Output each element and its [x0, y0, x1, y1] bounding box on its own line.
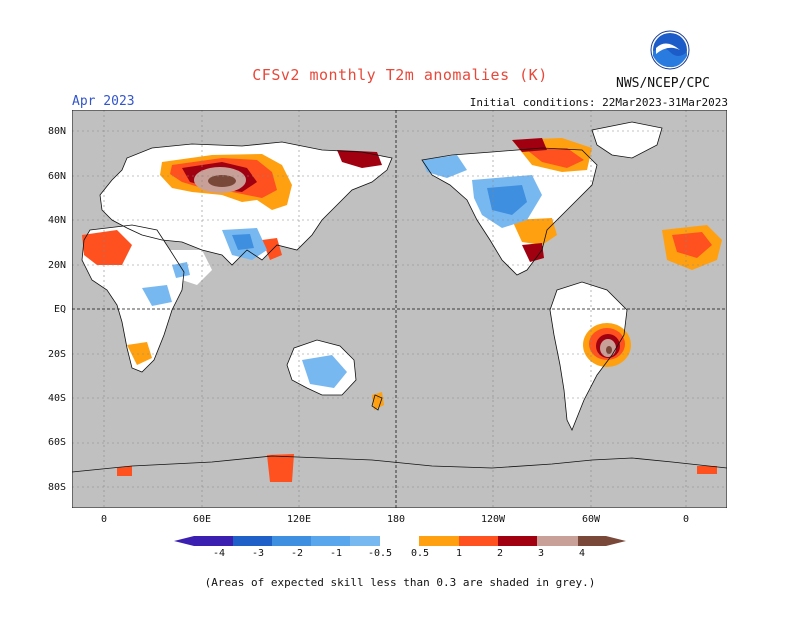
colorbar-label: 0.5: [410, 548, 430, 559]
lat-label: 40S: [47, 393, 66, 404]
coastlines: [72, 121, 727, 473]
lon-label: 180: [386, 514, 406, 525]
colorbar-arrow-left: [174, 536, 194, 546]
colorbar-label: 1: [455, 548, 463, 559]
lat-label: 20S: [47, 349, 66, 360]
lat-label: 60S: [47, 437, 66, 448]
map-title: CFSv2 monthly T2m anomalies (K): [252, 66, 548, 84]
lat-label: 40N: [47, 215, 66, 226]
colorbar-swatch: [272, 536, 311, 546]
colorbar-swatch: [233, 536, 272, 546]
colorbar-swatch: [498, 536, 537, 546]
colorbar-swatch: [459, 536, 498, 546]
anomaly-map: [72, 110, 727, 508]
cold-anomalies: [142, 155, 542, 388]
lon-label: 120E: [286, 514, 312, 525]
colorbar-label: -3: [251, 548, 265, 559]
colorbar-label: -1: [329, 548, 343, 559]
colorbar-label: -0.5: [367, 548, 393, 559]
equator-dateline: [72, 110, 727, 508]
lon-label: 120W: [480, 514, 506, 525]
lat-label: 80N: [47, 126, 66, 137]
colorbar-swatch: [419, 536, 459, 546]
colorbar-swatch: [350, 536, 380, 546]
colorbar-swatch: [537, 536, 578, 546]
greenland-land: [592, 122, 662, 158]
south-america-hotspot: [583, 323, 631, 367]
colorbar: [174, 536, 626, 546]
noaa-logo: [650, 30, 690, 70]
colorbar-arrow-right: [606, 536, 626, 546]
colorbar-label: -4: [212, 548, 226, 559]
initial-conditions: Initial conditions: 22Mar2023-31Mar2023: [469, 96, 728, 109]
lon-label: 60W: [581, 514, 601, 525]
agency-label: NWS/NCEP/CPC: [616, 76, 710, 91]
lon-label: 0: [682, 514, 690, 525]
colorbar-label: 3: [537, 548, 545, 559]
warm-anomalies: [82, 138, 722, 482]
colorbar-label: 2: [496, 548, 504, 559]
lat-label: EQ: [53, 304, 66, 315]
forecast-month: Apr 2023: [72, 94, 135, 109]
graticule: [72, 110, 727, 508]
skill-footnote: (Areas of expected skill less than 0.3 a…: [204, 576, 596, 589]
colorbar-swatch: [311, 536, 350, 546]
lat-label: 20N: [47, 260, 66, 271]
colorbar-label: 4: [578, 548, 586, 559]
lat-label: 60N: [47, 171, 66, 182]
colorbar-label: -2: [290, 548, 304, 559]
colorbar-swatch: [194, 536, 233, 546]
colorbar-swatch: [380, 536, 419, 546]
colorbar-swatch: [578, 536, 606, 546]
lat-label: 80S: [47, 482, 66, 493]
lon-label: 0: [100, 514, 108, 525]
lon-label: 60E: [192, 514, 212, 525]
